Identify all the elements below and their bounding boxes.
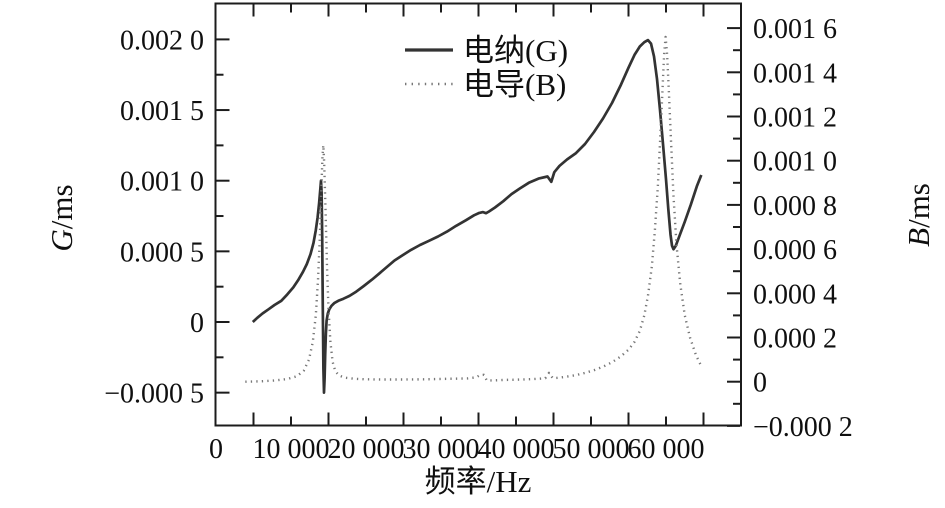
x-tick-label: 50 000	[553, 434, 630, 465]
right-tick-label: 0.001 4	[753, 58, 837, 89]
x-tick-label: 10 000	[253, 434, 330, 465]
x-tick-label: 60 000	[628, 434, 705, 465]
left-tick-label: 0.002 0	[120, 25, 204, 56]
x-axis-title: 频率/Hz	[425, 464, 532, 499]
legend-label-conductance: 电导(B)	[463, 67, 566, 102]
right-tick-label: 0.001 2	[753, 103, 837, 134]
legend-label-susceptance: 电纳(G)	[463, 33, 568, 68]
left-tick-label: −0.000 5	[104, 379, 204, 410]
left-tick-label: 0.000 5	[120, 237, 204, 268]
legend: 电纳(G) 电导(B)	[405, 33, 568, 102]
right-tick-label: 0.000 2	[753, 324, 837, 355]
right-tick-label: 0.001 6	[753, 14, 837, 45]
right-tick-label: 0.000 8	[753, 191, 837, 222]
right-tick-label: 0.000 6	[753, 235, 837, 266]
right-axis-title: B/ms	[901, 183, 936, 247]
left-axis-title: G/ms	[44, 184, 79, 251]
series-layer	[245, 35, 703, 394]
x-tick-label: 40 000	[478, 434, 555, 465]
left-tick-label: 0.001 5	[120, 96, 204, 127]
right-tick-label: 0.001 0	[753, 147, 837, 178]
susceptance-g-curve	[251, 38, 703, 394]
x-tick-label: 30 000	[403, 434, 480, 465]
right-tick-label: −0.000 2	[753, 412, 853, 443]
x-tick-label: 0	[209, 434, 223, 465]
plot-border	[214, 2, 742, 427]
right-tick-label: 0.000 4	[753, 279, 837, 310]
right-tick-label: 0	[753, 368, 767, 399]
x-tick-label: 20 000	[328, 434, 405, 465]
left-tick-label: 0	[190, 308, 204, 339]
left-tick-label: 0.001 0	[120, 167, 204, 198]
